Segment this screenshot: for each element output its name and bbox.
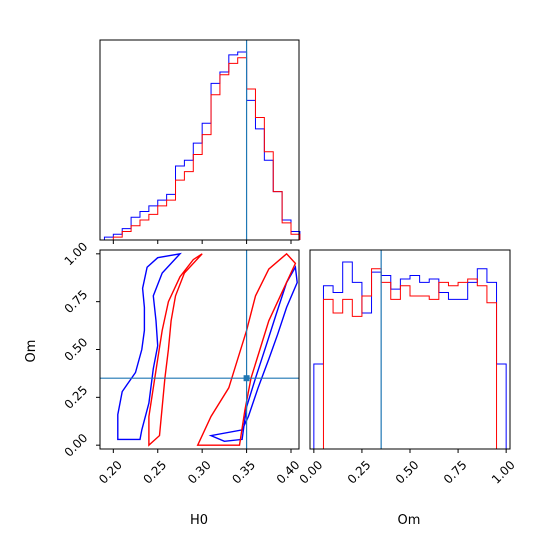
histogram-red-step	[104, 57, 301, 241]
histogram-blue-step	[103, 51, 301, 240]
histogram-red-step	[313, 268, 507, 450]
om-hist-frame	[309, 249, 511, 450]
om-tick-label: 0.00	[62, 431, 91, 460]
joint-contour-panel: 0.20 0.25 0.30 0.35 0.40 0.00 0.25 0.50 0.75 1.00	[62, 239, 303, 486]
om-hist-tick-label: 1.00	[489, 458, 518, 487]
om-y-axis-label: Om	[24, 340, 39, 363]
contour-red	[196, 252, 297, 446]
h0-tick-label: 0.30	[185, 458, 214, 487]
joint-frame	[99, 249, 300, 450]
om-tick-label: 1.00	[62, 239, 91, 268]
om-x-axis-label: Om	[398, 513, 421, 528]
om-tick-label: 0.75	[62, 287, 91, 316]
histogram-blue-step	[313, 261, 507, 449]
h0-tick-label: 0.40	[274, 458, 303, 487]
om-hist-tick-label: 0.00	[297, 458, 326, 487]
h0-histogram-panel	[99, 39, 301, 244]
om-hist-tick-label: 0.75	[441, 458, 470, 487]
om-hist-tick-label: 0.25	[345, 458, 374, 487]
axis-labels: H0 Om Om	[24, 340, 420, 528]
om-tick-label: 0.50	[62, 335, 91, 364]
truth-marker	[243, 375, 250, 382]
contour-blue	[208, 265, 298, 443]
contour-red	[148, 253, 203, 447]
om-tick-label: 0.25	[62, 383, 91, 412]
h0-tick-label: 0.35	[229, 458, 258, 487]
contour-blue	[117, 252, 182, 441]
om-hist-tick-label: 0.50	[393, 458, 422, 487]
h0-axis-label: H0	[190, 513, 208, 528]
h0-tick-label: 0.20	[96, 458, 125, 487]
h0-tick-label: 0.25	[141, 458, 170, 487]
h0-hist-frame	[99, 39, 300, 241]
om-histogram-panel: 0.00 0.25 0.50 0.75 1.00	[297, 249, 518, 487]
